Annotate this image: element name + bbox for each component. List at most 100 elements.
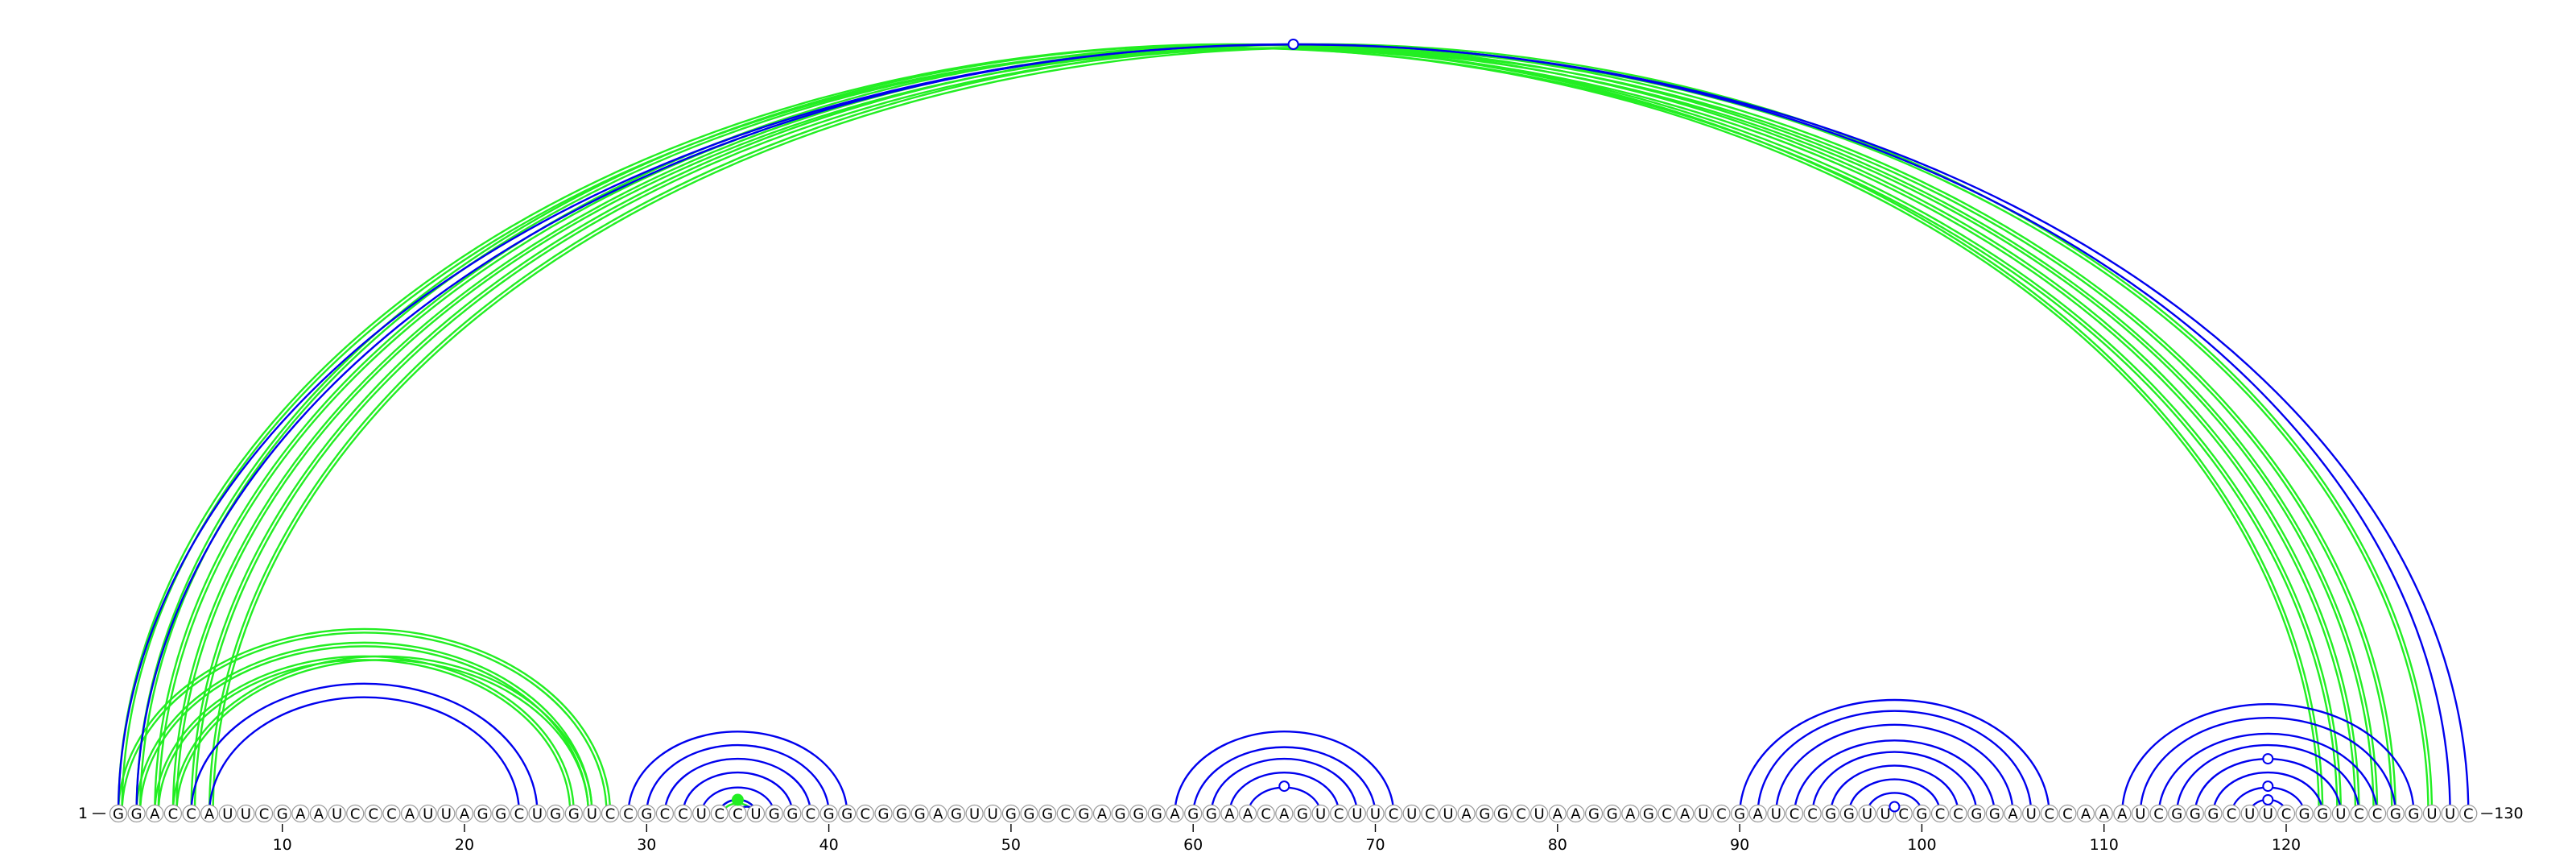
- nucleotide-letter: A: [933, 806, 943, 823]
- nucleotide-letter: A: [1279, 806, 1290, 823]
- nucleotide-circle: [1712, 804, 1731, 823]
- nucleotide: U: [746, 804, 766, 823]
- nucleotide: G: [1822, 804, 1840, 823]
- nucleotide-circle: [1348, 804, 1366, 823]
- nucleotide-circle: [1676, 804, 1695, 823]
- nucleotide-letter: C: [861, 806, 871, 823]
- nucleotide: C: [619, 804, 638, 823]
- nucleotide: G: [2386, 804, 2405, 823]
- nucleotide-circle: [838, 804, 857, 823]
- nucleotide-letter: G: [878, 806, 890, 823]
- blue-arc: [2212, 771, 2324, 814]
- nucleotide-circle: [437, 804, 456, 823]
- nucleotide-circle: [2331, 804, 2350, 823]
- green-arc: [135, 641, 593, 814]
- nucleotide: A: [1567, 804, 1585, 823]
- nucleotide: C: [1949, 804, 1967, 823]
- nucleotide-letter: U: [2263, 806, 2273, 823]
- nucleotide-circle: [528, 804, 547, 823]
- nucleotide: U: [2022, 804, 2041, 823]
- nucleotide: A: [146, 804, 164, 823]
- nucleotide-circle: [1038, 804, 1057, 823]
- nucleotide: U: [1767, 804, 1785, 823]
- nucleotide: C: [254, 804, 274, 823]
- nucleotide-circle: [382, 804, 401, 823]
- nucleotide: G: [1839, 804, 1858, 823]
- nucleotide: G: [2204, 804, 2223, 823]
- nucleotide-letter: C: [1790, 806, 1800, 823]
- nucleotide-letter: G: [2408, 806, 2419, 823]
- nucleotide-circle: [765, 804, 783, 823]
- axis-tick-label: 60: [1183, 836, 1203, 854]
- nucleotide: G: [127, 804, 146, 823]
- nucleotide-circle: [710, 804, 729, 823]
- nucleotide-letter: G: [2171, 806, 2182, 823]
- nucleotide: U: [1311, 804, 1330, 823]
- nucleotide-letter: U: [2445, 806, 2455, 823]
- nucleotide: U: [2441, 804, 2459, 823]
- nucleotide-circle: [1530, 804, 1549, 823]
- nucleotide: G: [1293, 804, 1312, 823]
- nucleotide-circle: [674, 804, 692, 823]
- nucleotide-circle: [1075, 804, 1093, 823]
- nucleotide-circle: [2186, 804, 2204, 823]
- nucleotide: A: [401, 804, 419, 823]
- nucleotide-letter: U: [423, 806, 433, 823]
- nucleotide-circle: [2095, 804, 2113, 823]
- blue-pair-marker: [2262, 780, 2274, 793]
- nucleotide: G: [838, 804, 857, 823]
- blue-arc: [1174, 731, 1395, 814]
- nucleotide: C: [710, 804, 729, 823]
- nucleotide-letter: A: [460, 806, 470, 823]
- nucleotide-letter: U: [222, 806, 233, 823]
- nucleotide-letter: U: [696, 806, 707, 823]
- nucleotide: G: [2314, 804, 2332, 823]
- nucleotide: U: [692, 804, 711, 823]
- nucleotide-circle: [1785, 804, 1804, 823]
- nucleotide-letter: A: [150, 806, 160, 823]
- nucleotide-letter: C: [1389, 806, 1399, 823]
- nucleotide: A: [291, 804, 310, 823]
- nucleotide-letter: G: [824, 806, 835, 823]
- nucleotide-circle: [1056, 804, 1075, 823]
- nucleotide-circle: [218, 804, 237, 823]
- nucleotide: C: [1257, 804, 1275, 823]
- nucleotide-circle: [346, 804, 365, 823]
- nucleotide-letter: C: [259, 806, 270, 823]
- nucleotide-circle: [1384, 804, 1403, 823]
- nucleotide-letter: C: [806, 806, 816, 823]
- nucleotide-circle: [1621, 804, 1640, 823]
- axis-tick-label: 20: [455, 836, 474, 854]
- nucleotide-letter: C: [2062, 806, 2073, 823]
- nucleotide-letter: U: [532, 806, 543, 823]
- nucleotide-letter: U: [2335, 806, 2346, 823]
- nucleotide: C: [1785, 804, 1804, 823]
- nucleotide-letter: G: [786, 806, 798, 823]
- nucleotide-letter: G: [550, 806, 561, 823]
- nucleotide: A: [1457, 804, 1476, 823]
- nucleotide-circle: [1731, 804, 1749, 823]
- nucleotide-letter: C: [605, 806, 616, 823]
- nucleotide: G: [1967, 804, 1986, 823]
- nucleotide-circle: [163, 804, 182, 823]
- nucleotide: C: [1657, 804, 1676, 823]
- nucleotide: G: [1020, 804, 1038, 823]
- axis-tick-label: 110: [2090, 836, 2119, 854]
- nucleotide-circle: [1111, 804, 1129, 823]
- nucleotide-letter: C: [386, 806, 397, 823]
- nucleotide: A: [200, 804, 219, 823]
- nucleotide-letter: G: [1115, 806, 1126, 823]
- nucleotide: C: [346, 804, 365, 823]
- nucleotide-circle: [1238, 804, 1257, 823]
- nucleotide: G: [2168, 804, 2186, 823]
- nucleotide: U: [1694, 804, 1712, 823]
- nucleotide-letter: G: [2317, 806, 2328, 823]
- nucleotide-letter: C: [1935, 806, 1946, 823]
- nucleotide: C: [1056, 804, 1075, 823]
- nucleotide-letter: U: [1370, 806, 1381, 823]
- blue-arc: [190, 682, 539, 814]
- nucleotide-letter: U: [969, 806, 980, 823]
- nucleotide-letter: A: [314, 806, 324, 823]
- nucleotide-letter: A: [1571, 806, 1581, 823]
- nucleotide: U: [1858, 804, 1876, 823]
